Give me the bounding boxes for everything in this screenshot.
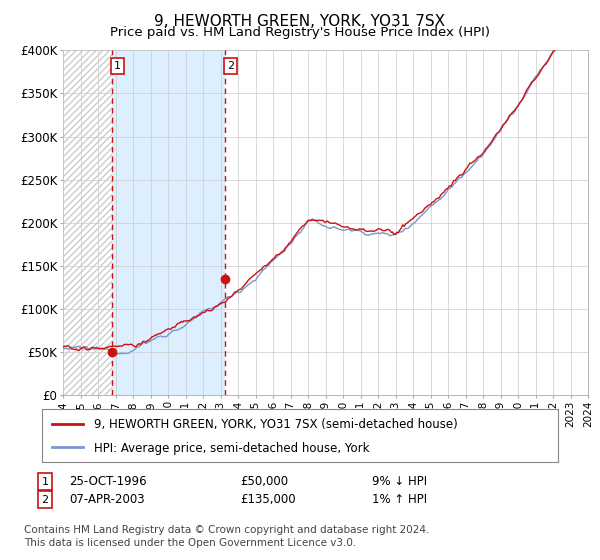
- Text: £50,000: £50,000: [240, 475, 288, 488]
- Bar: [63, 50, 112, 395]
- Text: 2: 2: [227, 60, 234, 71]
- Text: 1% ↑ HPI: 1% ↑ HPI: [372, 493, 427, 506]
- Text: Price paid vs. HM Land Registry's House Price Index (HPI): Price paid vs. HM Land Registry's House …: [110, 26, 490, 39]
- Text: HPI: Average price, semi-detached house, York: HPI: Average price, semi-detached house,…: [94, 442, 369, 455]
- Text: 07-APR-2003: 07-APR-2003: [69, 493, 145, 506]
- Text: 1: 1: [114, 60, 121, 71]
- Text: 1: 1: [41, 477, 49, 487]
- Text: 9% ↓ HPI: 9% ↓ HPI: [372, 475, 427, 488]
- Text: 9, HEWORTH GREEN, YORK, YO31 7SX: 9, HEWORTH GREEN, YORK, YO31 7SX: [154, 14, 446, 29]
- Text: Contains HM Land Registry data © Crown copyright and database right 2024.: Contains HM Land Registry data © Crown c…: [24, 525, 430, 535]
- Text: This data is licensed under the Open Government Licence v3.0.: This data is licensed under the Open Gov…: [24, 538, 356, 548]
- Text: 2: 2: [41, 494, 49, 505]
- Text: 9, HEWORTH GREEN, YORK, YO31 7SX (semi-detached house): 9, HEWORTH GREEN, YORK, YO31 7SX (semi-d…: [94, 418, 457, 431]
- Text: £135,000: £135,000: [240, 493, 296, 506]
- Bar: [112, 50, 225, 395]
- Text: 25-OCT-1996: 25-OCT-1996: [69, 475, 146, 488]
